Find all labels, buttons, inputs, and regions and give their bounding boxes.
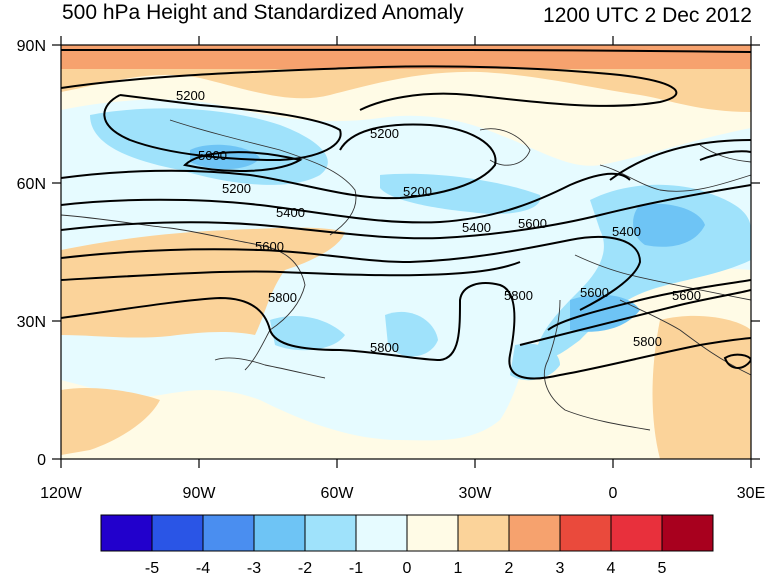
contour-label: 5800	[633, 334, 662, 349]
lon-label: 120W	[40, 485, 83, 502]
map-date: 1200 UTC 2 Dec 2012	[543, 4, 752, 27]
anomaly-shading	[61, 45, 751, 459]
colorbar-label: -2	[298, 560, 312, 577]
colorbar-label: 1	[454, 560, 463, 577]
lat-label: 30N	[17, 314, 46, 331]
colorbar-swatch	[559, 514, 612, 552]
colorbar-swatch	[253, 514, 306, 552]
colorbar-swatch	[610, 514, 663, 552]
colorbar-swatch	[304, 514, 357, 552]
contour-label: 5200	[403, 184, 432, 199]
map-frame	[60, 44, 752, 460]
contour-label: 5200	[222, 181, 251, 196]
colorbar-label: 2	[505, 560, 514, 577]
contour-label: 5600	[580, 285, 609, 300]
lat-label: 90N	[17, 38, 46, 55]
map-title: 500 hPa Height and Standardized Anomaly	[62, 1, 464, 24]
colorbar-swatch	[661, 514, 714, 552]
contour-label: 5000	[198, 148, 227, 163]
colorbar-label: 5	[658, 560, 667, 577]
contour-labels: 5200 5000 5200 5200 5200 5400 5400 5600 …	[176, 88, 701, 355]
colorbar-label: -5	[145, 560, 159, 577]
contour-label: 5800	[504, 288, 533, 303]
colorbar-swatch	[406, 514, 459, 552]
contour-label: 5200	[370, 126, 399, 141]
colorbar-swatch	[100, 514, 153, 552]
colorbar-swatch	[355, 514, 408, 552]
contour-label: 5600	[518, 216, 547, 231]
colorbar: -5 -4 -3 -2 -1 0 1 2 3 4 5	[100, 514, 714, 577]
colorbar-label: 3	[556, 560, 565, 577]
lon-label: 60W	[321, 485, 355, 502]
contour-label: 5600	[255, 239, 284, 254]
lon-label: 30E	[737, 485, 765, 502]
contour-label: 5400	[462, 220, 491, 235]
colorbar-swatch	[508, 514, 561, 552]
contour-label: 5600	[672, 288, 701, 303]
axis-ticks	[52, 36, 760, 468]
colorbar-label: -3	[247, 560, 261, 577]
lat-label: 60N	[17, 176, 46, 193]
colorbar-swatch	[151, 514, 204, 552]
contour-label: 5400	[276, 205, 305, 220]
lon-label: 30W	[459, 485, 493, 502]
latitude-labels: 90N 60N 30N 0	[17, 38, 46, 469]
colorbar-label: 0	[403, 560, 412, 577]
lat-label: 0	[37, 452, 46, 469]
contour-label: 5800	[370, 340, 399, 355]
colorbar-swatch	[202, 514, 255, 552]
colorbar-label: 4	[607, 560, 616, 577]
lon-label: 90W	[183, 485, 217, 502]
height-contours	[61, 48, 751, 380]
contour-label: 5800	[268, 290, 297, 305]
colorbar-swatch	[457, 514, 510, 552]
contour-label: 5200	[176, 88, 205, 103]
contour-label: 5400	[612, 224, 641, 239]
colorbar-label: -1	[349, 560, 363, 577]
longitude-labels: 120W 90W 60W 30W 0 30E	[40, 485, 765, 502]
colorbar-label: -4	[196, 560, 210, 577]
lon-label: 0	[609, 485, 618, 502]
